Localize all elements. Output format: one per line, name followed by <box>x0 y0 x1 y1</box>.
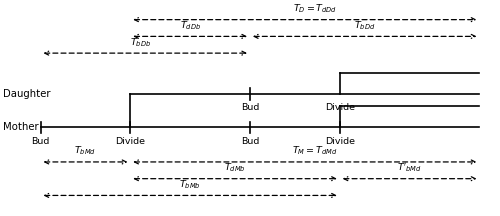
Text: $T_{bDb}$: $T_{bDb}$ <box>130 36 151 49</box>
Text: $T_{dMb}$: $T_{dMb}$ <box>224 162 246 174</box>
Text: Mother: Mother <box>3 122 39 132</box>
Text: Divide: Divide <box>325 103 355 112</box>
Text: $T_{bMd}$: $T_{bMd}$ <box>74 145 96 157</box>
Text: Bud: Bud <box>241 137 259 146</box>
Text: Daughter: Daughter <box>3 89 50 99</box>
Text: $T_{bDd}$: $T_{bDd}$ <box>354 19 376 32</box>
Text: $T_M = T_{dMd}$: $T_M = T_{dMd}$ <box>292 145 338 157</box>
Text: Divide: Divide <box>325 137 355 146</box>
Text: Bud: Bud <box>241 103 259 112</box>
Text: Divide: Divide <box>116 137 146 146</box>
Text: Bud: Bud <box>32 137 50 146</box>
Text: $T'_{bMd}$: $T'_{bMd}$ <box>397 162 422 174</box>
Text: $T_{dDb}$: $T_{dDb}$ <box>180 19 201 32</box>
Text: $T_D = T_{dDd}$: $T_D = T_{dDd}$ <box>292 3 337 15</box>
Text: $T_{bMb}$: $T_{bMb}$ <box>180 178 201 191</box>
